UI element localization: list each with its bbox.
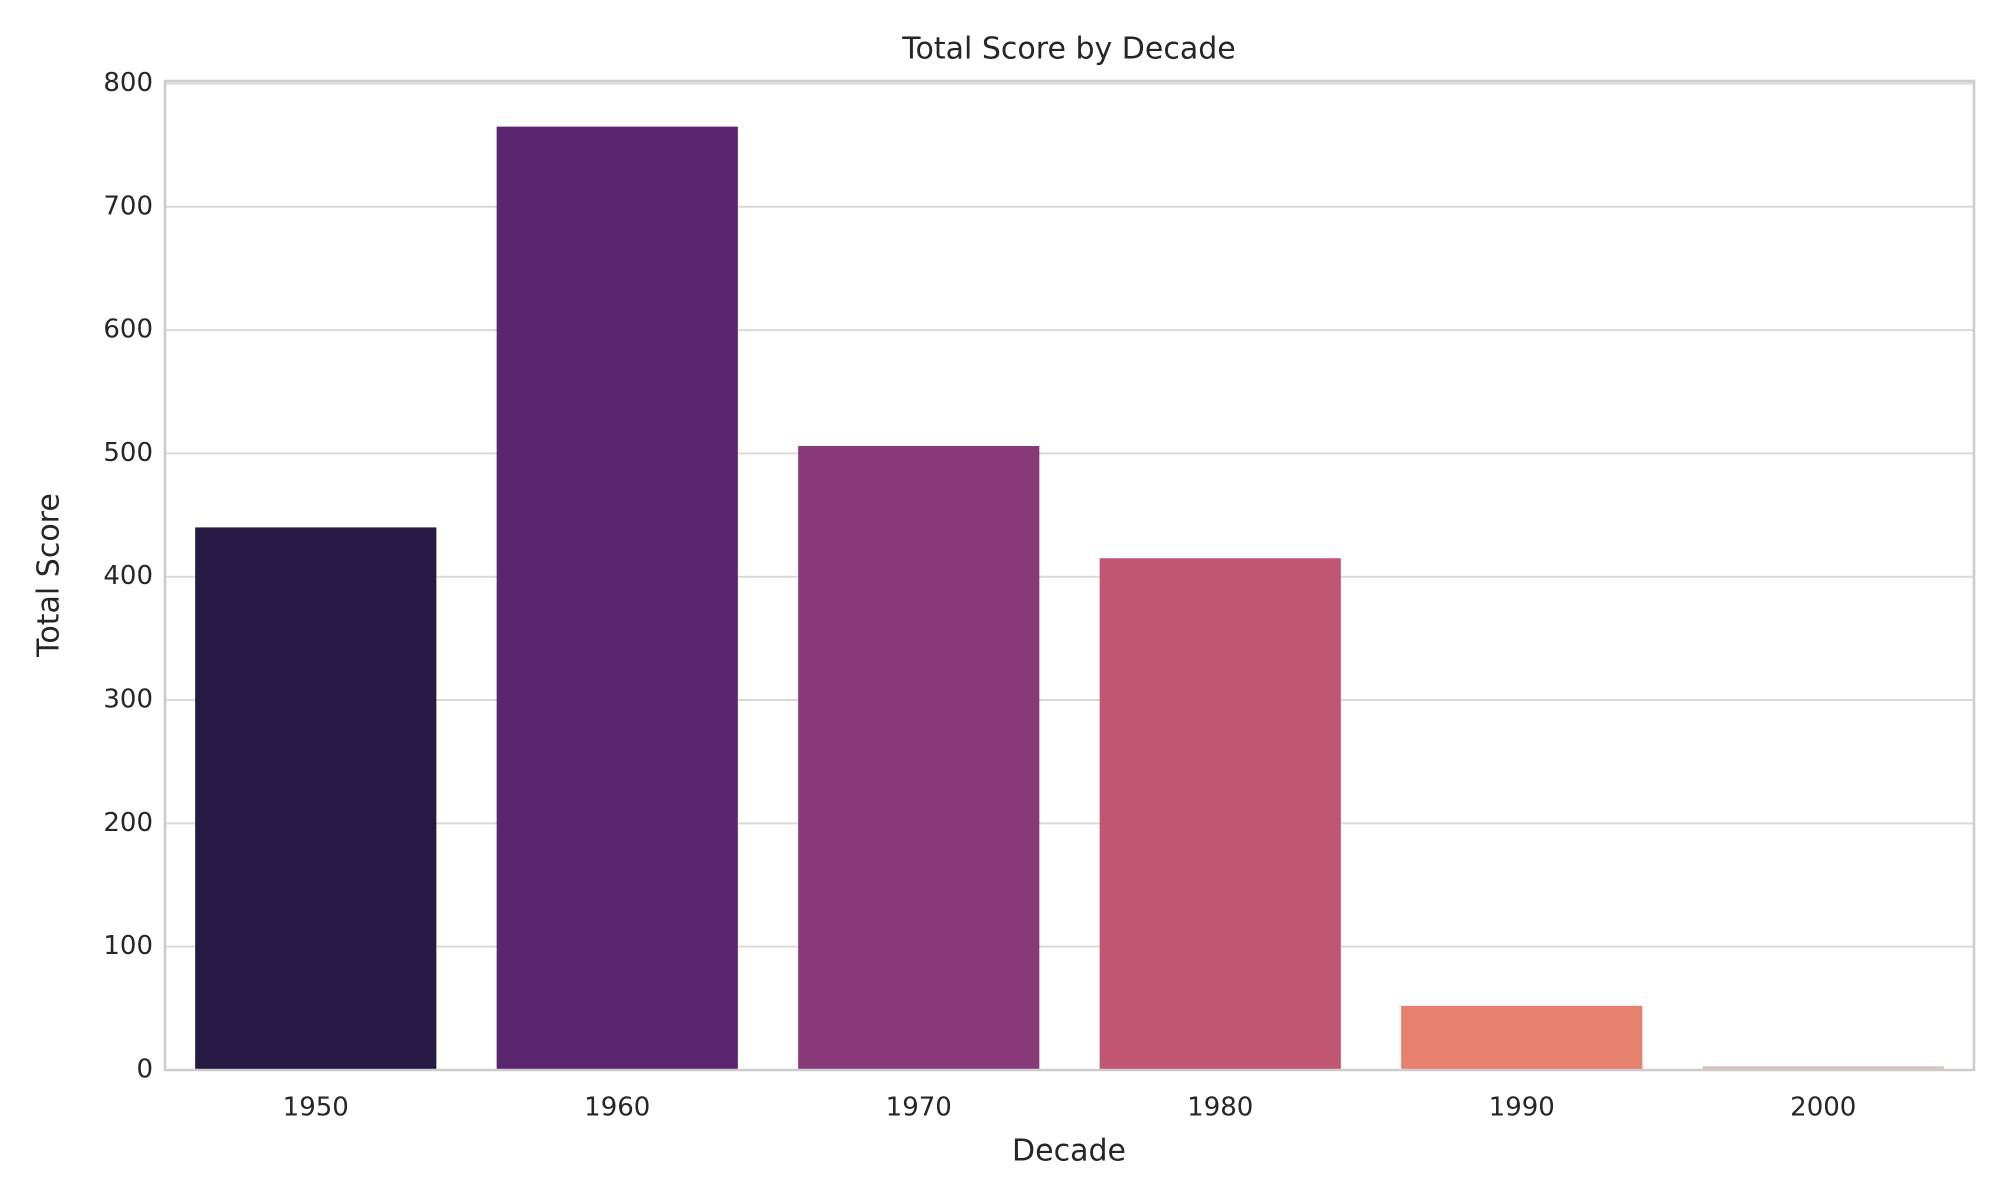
bar (1401, 1005, 1643, 1070)
x-tick-label: 1970 (886, 1093, 952, 1123)
x-tick-label: 2000 (1790, 1093, 1856, 1123)
y-tick-label: 0 (136, 1055, 153, 1085)
bar (1099, 558, 1341, 1070)
x-tick-label: 1980 (1187, 1093, 1253, 1123)
x-axis-label: Decade (1012, 1134, 1126, 1169)
chart-title: Total Score by Decade (901, 32, 1235, 67)
x-tick-label: 1950 (283, 1093, 349, 1123)
plot-frame (163, 79, 1976, 1072)
y-tick-label: 500 (103, 438, 153, 468)
x-tick-label: 1990 (1489, 1093, 1555, 1123)
x-tick-label: 1960 (584, 1093, 650, 1123)
bar (195, 527, 437, 1070)
y-tick-label: 800 (103, 68, 153, 98)
bar (1702, 1066, 1944, 1070)
y-tick-label: 200 (103, 808, 153, 838)
y-axis-label: Total Score (32, 493, 67, 658)
y-tick-label: 400 (103, 561, 153, 591)
y-tick-label: 100 (103, 931, 153, 961)
y-tick-label: 300 (103, 685, 153, 715)
bar (496, 126, 738, 1070)
y-tick-label: 700 (103, 191, 153, 221)
y-tick-label: 600 (103, 315, 153, 345)
bar (798, 446, 1040, 1070)
